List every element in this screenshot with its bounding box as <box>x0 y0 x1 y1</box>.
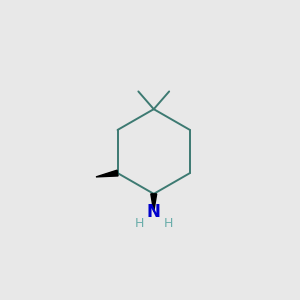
Text: H: H <box>164 217 173 230</box>
Text: N: N <box>147 202 161 220</box>
Polygon shape <box>151 194 157 212</box>
Polygon shape <box>96 170 118 177</box>
Text: H: H <box>134 217 144 230</box>
